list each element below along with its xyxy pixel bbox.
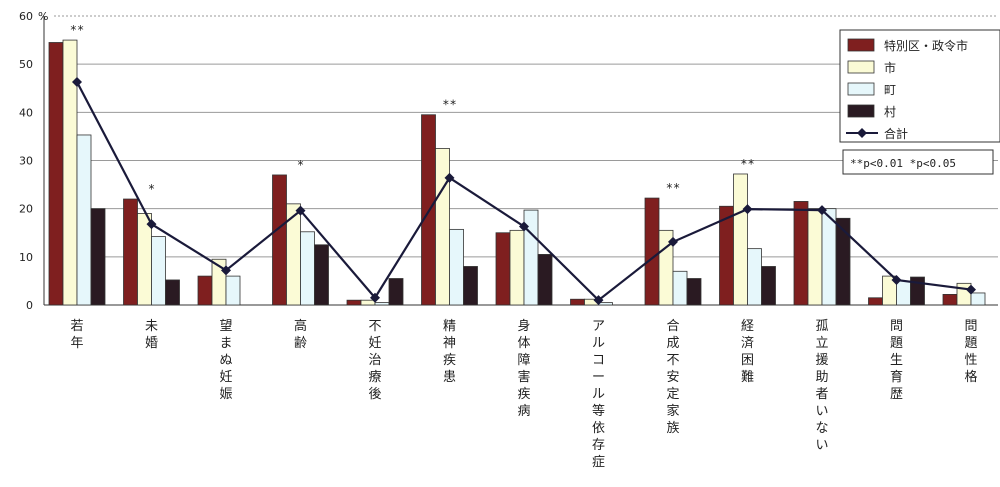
- legend-label: 特別区・政令市: [884, 38, 968, 53]
- total-point: [221, 265, 231, 276]
- bar-4: [165, 279, 180, 306]
- legend-swatch: [847, 38, 875, 52]
- bar-3: [821, 208, 837, 306]
- bar-1: [570, 298, 585, 306]
- total-point: [72, 76, 82, 87]
- legend-label: 村: [884, 105, 896, 119]
- category-label: 若年: [70, 318, 83, 351]
- total-point: [146, 219, 157, 230]
- bar-2: [956, 282, 972, 306]
- y-tick-label: 40: [19, 106, 33, 119]
- total-point: [295, 205, 306, 216]
- bar-4: [314, 244, 329, 306]
- bar-1: [644, 197, 660, 306]
- bar-4: [90, 208, 106, 306]
- total-point: [817, 205, 827, 216]
- legend-marker: [857, 128, 867, 138]
- bar-2: [733, 173, 748, 306]
- total-point: [370, 292, 380, 303]
- legend-swatch: [847, 60, 875, 74]
- total-point: [519, 221, 529, 232]
- total-point: [966, 284, 976, 295]
- category-label: 未婚: [145, 319, 158, 351]
- category-label: 高齢: [294, 318, 307, 351]
- category-label: 問題性格: [964, 319, 977, 385]
- note-text: **p<0.01 *p<0.05: [850, 157, 956, 170]
- significance-mark: **: [666, 181, 680, 195]
- bar-4: [835, 217, 851, 306]
- significance-mark: **: [740, 157, 754, 171]
- bar-3: [225, 275, 241, 306]
- category-label: 合成不安定家族: [666, 319, 679, 436]
- y-tick-label: 20: [19, 203, 33, 216]
- significance-mark: *: [148, 182, 155, 196]
- significance-mark: **: [70, 23, 84, 37]
- bar-1: [793, 201, 809, 306]
- bar-2: [509, 229, 525, 306]
- category-label: 身体障害疾病: [517, 318, 530, 419]
- significance-mark: **: [442, 98, 456, 112]
- note-box: [842, 149, 994, 175]
- bar-3: [374, 302, 390, 306]
- bar-2: [360, 299, 376, 306]
- bar-1: [346, 299, 362, 306]
- legend-label: 市: [884, 60, 896, 75]
- bar-4: [686, 278, 702, 306]
- bar-4: [463, 266, 478, 306]
- y-axis-unit: %: [38, 10, 48, 23]
- bar-2: [435, 148, 450, 306]
- bar-1: [942, 294, 958, 306]
- category-label: 不妊治療後: [368, 319, 381, 402]
- category-label: 問題生育歴: [890, 319, 903, 402]
- category-labels: 若年 未婚 望まぬ妊娠 高齢 不妊治療後 精神疾患 身体障害疾病 アルコール等依存症 合成不安定…: [70, 318, 977, 470]
- legend-label: 合計: [884, 126, 908, 141]
- total-point: [891, 274, 902, 285]
- significance-mark: *: [297, 158, 304, 172]
- category-label: 孤立援助者いない: [815, 319, 828, 453]
- y-tick-label: 0: [26, 299, 33, 312]
- y-tick-label: 10: [19, 251, 33, 264]
- total-point: [444, 172, 455, 183]
- y-tick-label: 50: [19, 58, 33, 71]
- legend-label: 町: [884, 83, 896, 97]
- category-label: 精神疾患: [443, 319, 456, 385]
- bar-1: [197, 275, 213, 306]
- bar-3: [747, 248, 762, 306]
- bar-3: [970, 292, 986, 306]
- bar-2: [807, 208, 823, 306]
- bar-3: [672, 270, 688, 306]
- bar-4: [388, 278, 404, 306]
- y-tick-label: 30: [19, 155, 33, 168]
- bar-3: [151, 236, 166, 306]
- y-tick-label: 60: [19, 10, 33, 23]
- bar-4: [761, 266, 776, 306]
- bar-2: [137, 213, 152, 306]
- bar-3: [896, 280, 911, 306]
- bar-1: [48, 42, 64, 306]
- significance-note: **p<0.01 *p<0.05: [842, 149, 994, 175]
- total-point: [742, 204, 753, 215]
- total-point: [593, 295, 604, 306]
- bar-1: [272, 174, 287, 306]
- total-line: [72, 76, 976, 306]
- significance-marks: **********: [70, 23, 755, 196]
- legend-swatch: [847, 104, 875, 118]
- legend-swatch: [847, 82, 875, 96]
- category-label: アルコール等依存症: [592, 319, 605, 470]
- bar-4: [537, 254, 553, 306]
- bar-3: [300, 231, 315, 306]
- bar-1: [123, 198, 138, 306]
- bar-3: [76, 134, 92, 306]
- bar-3: [449, 228, 464, 306]
- bar-1: [495, 232, 511, 306]
- bar-1: [868, 297, 883, 306]
- total-point: [668, 236, 678, 247]
- category-label: 経済困難: [741, 319, 754, 385]
- bars: [48, 39, 986, 306]
- category-label: 望まぬ妊娠: [219, 318, 232, 402]
